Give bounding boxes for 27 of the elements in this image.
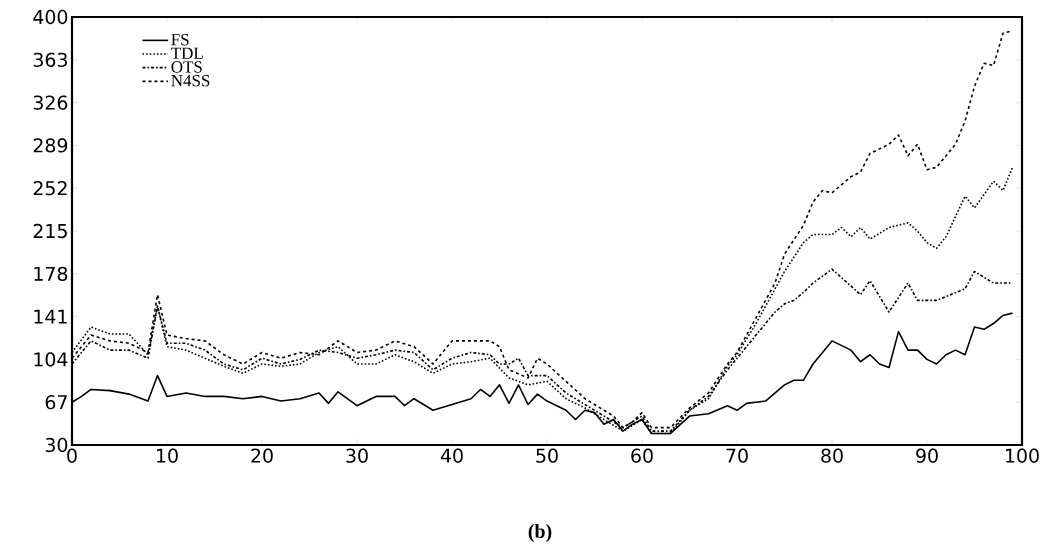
- y-tick-label: 141: [34, 309, 67, 324]
- y-tick-label: 67: [45, 395, 67, 410]
- x-tick-label: 80: [821, 448, 843, 463]
- legend-label: N4SS: [171, 74, 210, 87]
- x-tick-label: 70: [726, 448, 748, 463]
- x-tick-label: 30: [346, 448, 368, 463]
- y-tick-label: 400: [33, 9, 68, 25]
- legend-label: TDL: [171, 47, 203, 59]
- x-tick-label: 0: [67, 448, 77, 463]
- y-tick-label: 252: [33, 181, 67, 196]
- y-tick-label: 289: [33, 138, 68, 153]
- x-tick-label: 100: [1006, 448, 1039, 463]
- legend-label: FS: [171, 34, 189, 46]
- y-tick-label: 363: [33, 52, 67, 67]
- x-tick-label: 60: [631, 448, 653, 463]
- legend-label: OTS: [171, 61, 202, 73]
- text: (b): [528, 523, 552, 543]
- x-tick-label: 10: [157, 448, 178, 463]
- x-tick-label: 50: [536, 448, 558, 463]
- y-tick-label: 215: [33, 223, 67, 239]
- y-tick-label: 30: [45, 437, 68, 453]
- y-tick-label: 178: [34, 266, 68, 281]
- y-tick-label: 326: [33, 95, 68, 110]
- x-tick-label: 40: [440, 448, 463, 463]
- y-tick-label: 104: [34, 352, 68, 367]
- x-tick-label: 90: [916, 448, 938, 463]
- x-tick-label: 20: [251, 448, 273, 463]
